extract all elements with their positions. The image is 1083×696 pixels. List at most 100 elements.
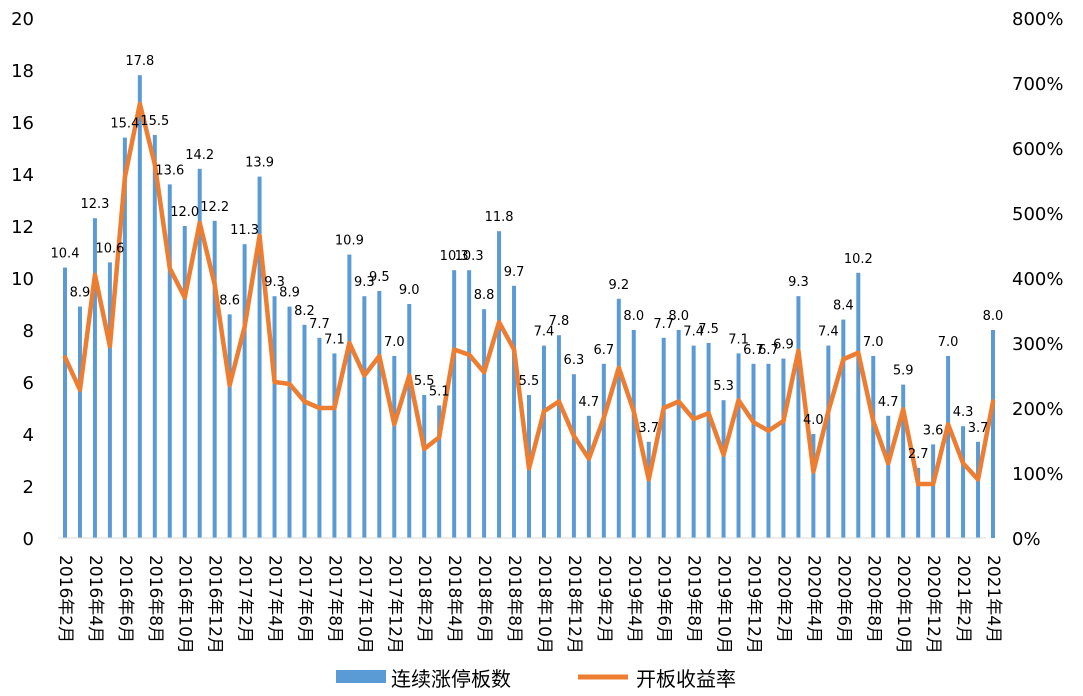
bar[interactable] bbox=[332, 353, 337, 538]
bar[interactable] bbox=[482, 309, 487, 538]
x-tick-label: 2020年12月 bbox=[923, 555, 943, 654]
bar[interactable] bbox=[272, 296, 277, 538]
bar[interactable] bbox=[227, 314, 232, 538]
bar-data-label: 11.8 bbox=[485, 210, 514, 225]
bar[interactable] bbox=[601, 363, 606, 538]
bar[interactable] bbox=[991, 330, 995, 538]
bar[interactable] bbox=[92, 218, 97, 538]
bar[interactable] bbox=[197, 168, 202, 539]
bar[interactable] bbox=[362, 296, 367, 538]
bar[interactable] bbox=[302, 324, 307, 538]
right-y-tick-label: 300% bbox=[1012, 334, 1063, 355]
bar[interactable] bbox=[841, 319, 846, 538]
x-tick-label: 2016年8月 bbox=[145, 555, 165, 643]
x-tick-label: 2017年10月 bbox=[354, 555, 374, 654]
bar[interactable] bbox=[586, 415, 591, 538]
bar[interactable] bbox=[392, 356, 397, 538]
bar[interactable] bbox=[242, 244, 247, 538]
bar[interactable] bbox=[452, 270, 457, 538]
bar[interactable] bbox=[886, 415, 891, 538]
bar[interactable] bbox=[766, 363, 771, 538]
bar[interactable] bbox=[347, 254, 352, 538]
bar[interactable] bbox=[826, 345, 831, 538]
left-y-tick-label: 18 bbox=[11, 61, 34, 82]
left-y-tick-label: 0 bbox=[23, 529, 34, 550]
bar-data-label: 6.7 bbox=[593, 343, 614, 358]
right-y-tick-label: 700% bbox=[1012, 74, 1063, 95]
right-y-tick-label: 100% bbox=[1012, 464, 1063, 485]
bar[interactable] bbox=[257, 176, 262, 538]
bar[interactable] bbox=[556, 335, 561, 538]
bar[interactable] bbox=[961, 426, 966, 538]
bar[interactable] bbox=[706, 343, 711, 538]
line-path[interactable] bbox=[62, 101, 996, 487]
bar[interactable] bbox=[676, 330, 681, 538]
bar[interactable] bbox=[422, 395, 427, 538]
bar[interactable] bbox=[152, 135, 157, 538]
legend-item-line[interactable]: 开板收益率 bbox=[578, 667, 736, 691]
x-tick-label: 2017年2月 bbox=[235, 555, 255, 643]
bar-data-label: 5.5 bbox=[519, 374, 540, 389]
bar[interactable] bbox=[646, 441, 651, 538]
bar[interactable] bbox=[377, 291, 382, 538]
bar[interactable] bbox=[691, 345, 696, 538]
bar[interactable] bbox=[931, 444, 936, 538]
bar[interactable] bbox=[107, 262, 112, 538]
x-tick-label: 2016年4月 bbox=[85, 555, 105, 643]
bar-data-label: 2.7 bbox=[908, 447, 929, 462]
bar-data-label: 7.7 bbox=[653, 317, 674, 332]
bar[interactable] bbox=[77, 306, 82, 538]
bar[interactable] bbox=[287, 306, 292, 538]
bar-data-label: 9.3 bbox=[788, 275, 809, 290]
bar[interactable] bbox=[317, 337, 322, 538]
bar[interactable] bbox=[63, 267, 67, 538]
bar[interactable] bbox=[137, 75, 142, 538]
bar[interactable] bbox=[916, 467, 921, 538]
bar-data-label: 11.3 bbox=[230, 223, 259, 238]
bar[interactable] bbox=[467, 270, 472, 538]
bar[interactable] bbox=[721, 400, 726, 538]
x-tick-label: 2019年8月 bbox=[684, 555, 704, 643]
bar[interactable] bbox=[182, 226, 187, 538]
bar[interactable] bbox=[437, 405, 442, 538]
bar-data-label: 8.4 bbox=[833, 299, 854, 314]
bar[interactable] bbox=[751, 363, 756, 538]
x-tick-label: 2020年2月 bbox=[773, 555, 793, 643]
bar[interactable] bbox=[122, 137, 127, 538]
bar[interactable] bbox=[497, 231, 502, 538]
bar-data-label: 3.7 bbox=[968, 421, 989, 436]
bar[interactable] bbox=[541, 345, 546, 538]
bar[interactable] bbox=[796, 296, 801, 538]
bar[interactable] bbox=[616, 298, 621, 538]
bar[interactable] bbox=[871, 356, 876, 538]
legend: 连续涨停板数 开板收益率 bbox=[336, 667, 736, 691]
bar-data-label: 13.6 bbox=[155, 163, 184, 178]
x-tick-label: 2018年8月 bbox=[504, 555, 524, 643]
bar[interactable] bbox=[167, 184, 172, 538]
x-tick-label: 2019年4月 bbox=[624, 555, 644, 643]
bar[interactable] bbox=[212, 220, 217, 539]
bar[interactable] bbox=[736, 353, 741, 538]
bar[interactable] bbox=[976, 441, 981, 538]
x-tick-label: 2020年6月 bbox=[833, 555, 853, 643]
bar[interactable] bbox=[512, 285, 517, 538]
legend-item-bar[interactable]: 连续涨停板数 bbox=[336, 667, 511, 691]
bar[interactable] bbox=[811, 434, 816, 538]
bar[interactable] bbox=[407, 304, 412, 538]
bar-data-label: 6.7 bbox=[743, 343, 764, 358]
bar[interactable] bbox=[781, 358, 786, 538]
bar[interactable] bbox=[901, 384, 906, 538]
bar-data-label: 9.0 bbox=[399, 283, 420, 298]
bar-data-label: 7.0 bbox=[938, 335, 959, 350]
bar-data-label: 7.1 bbox=[728, 332, 749, 347]
left-y-tick-label: 16 bbox=[11, 113, 34, 134]
x-tick-label: 2021年4月 bbox=[983, 555, 1003, 643]
bar[interactable] bbox=[946, 356, 951, 538]
x-tick-label: 2018年6月 bbox=[474, 555, 494, 643]
bar[interactable] bbox=[631, 330, 636, 538]
bar[interactable] bbox=[571, 374, 576, 538]
bar[interactable] bbox=[856, 272, 861, 538]
bar[interactable] bbox=[661, 337, 666, 538]
bar-data-label: 6.7 bbox=[758, 343, 779, 358]
x-tick-label: 2020年4月 bbox=[803, 555, 823, 643]
